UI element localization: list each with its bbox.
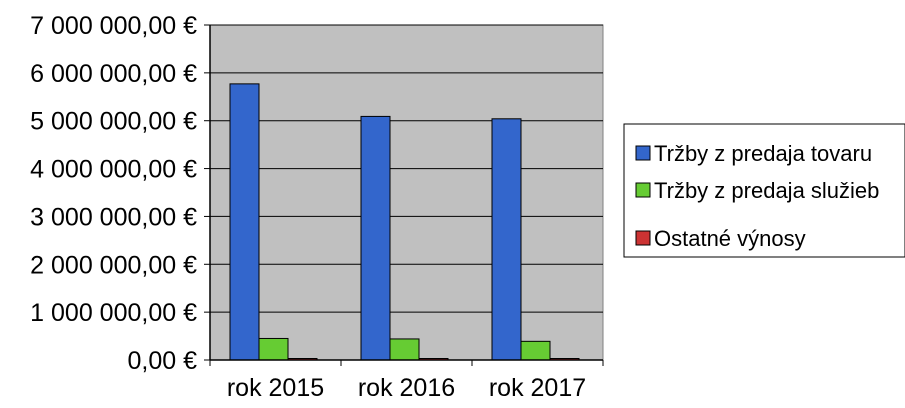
axes bbox=[204, 24, 604, 366]
bar-2-1 bbox=[258, 337, 289, 361]
x-tick-label: rok 2016 bbox=[358, 374, 455, 402]
y-tick-label: 5 000 000,00 € bbox=[30, 108, 197, 136]
legend-swatch-3 bbox=[635, 230, 651, 246]
x-tick-label: rok 2017 bbox=[489, 374, 586, 402]
legend-label-2: Tržby z predaja služieb bbox=[654, 178, 879, 203]
bar-2-3 bbox=[520, 340, 551, 361]
legend-label-1: Tržby z predaja tovaru bbox=[654, 141, 872, 166]
bar-1-2 bbox=[360, 115, 391, 361]
legend: Tržby z predaja tovaru Tržby z predaja sl… bbox=[623, 123, 905, 258]
bar-1-1 bbox=[229, 83, 260, 361]
gridlines bbox=[210, 24, 603, 313]
y-tick-label: 6 000 000,00 € bbox=[30, 60, 197, 88]
legend-swatch-1 bbox=[635, 145, 651, 161]
y-tick-labels: 0,00 € 1 000 000,00 € 2 000 000,00 € 3 000 … bbox=[30, 12, 197, 375]
y-tick-label: 3 000 000,00 € bbox=[30, 203, 197, 231]
y-tick-label: 2 000 000,00 € bbox=[30, 251, 197, 279]
bar-2-2 bbox=[389, 338, 420, 361]
y-tick-label: 4 000 000,00 € bbox=[30, 156, 197, 184]
x-tick-labels: rok 2015 rok 2016 rok 2017 bbox=[227, 374, 586, 402]
bar-1-3 bbox=[491, 118, 522, 361]
y-tick-label: 0,00 € bbox=[127, 347, 197, 375]
legend-box bbox=[623, 123, 905, 258]
y-tick-label: 7 000 000,00 € bbox=[30, 12, 197, 40]
x-tick-label: rok 2015 bbox=[227, 374, 324, 402]
legend-swatch-2 bbox=[635, 182, 651, 198]
plot-area bbox=[209, 24, 604, 361]
legend-label-3: Ostatné výnosy bbox=[654, 226, 806, 251]
y-tick-label: 1 000 000,00 € bbox=[30, 299, 197, 327]
